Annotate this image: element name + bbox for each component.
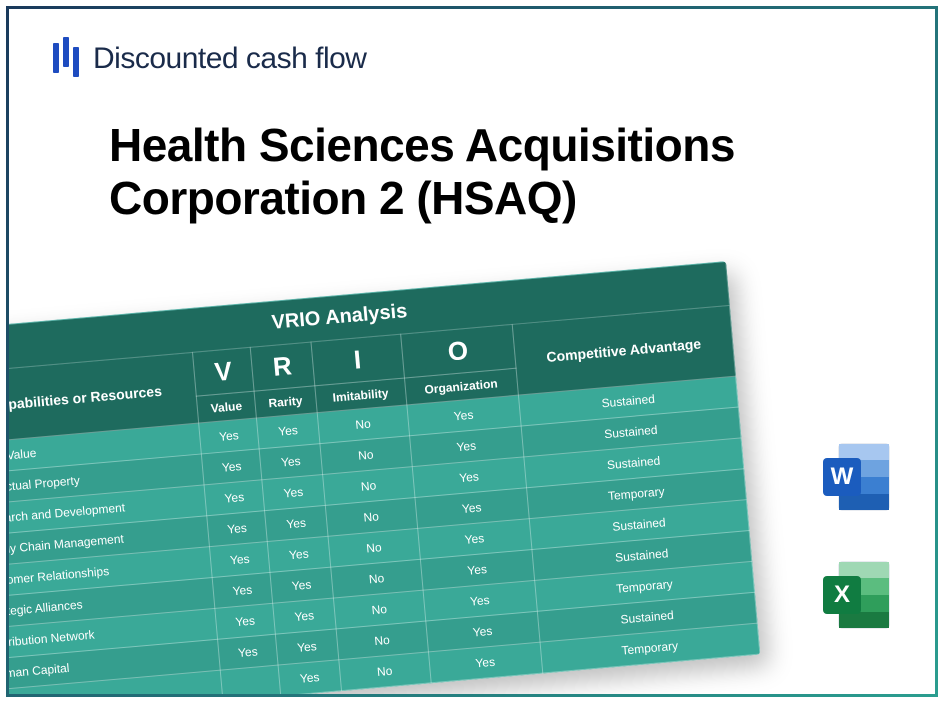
table-cell: Yes (212, 572, 272, 608)
word-icon: W (817, 438, 895, 516)
vrio-letter-i: I (311, 334, 404, 386)
brand: Discounted cash flow (49, 37, 366, 81)
table-cell: Yes (204, 480, 264, 516)
vrio-letter-r: R (250, 342, 315, 391)
table-cell (220, 665, 280, 697)
table-cell: Yes (199, 418, 259, 454)
svg-text:X: X (834, 581, 850, 608)
table-cell: No (339, 652, 431, 691)
table-cell: Yes (218, 634, 278, 670)
vrio-table-container: VRIO Analysis Capabilities or Resources … (6, 261, 760, 697)
excel-icon: X (817, 556, 895, 634)
vrio-letter-v: V (193, 347, 254, 396)
brand-name: Discounted cash flow (93, 42, 366, 76)
card-frame: Discounted cash flow Health Sciences Acq… (6, 6, 938, 697)
table-cell: Yes (278, 660, 342, 696)
vrio-table: VRIO Analysis Capabilities or Resources … (6, 261, 760, 697)
table-cell: Yes (207, 511, 267, 547)
svg-text:W: W (831, 463, 854, 490)
table-cell: Yes (210, 542, 270, 578)
table-cell: Yes (202, 449, 262, 485)
table-cell: Yes (215, 603, 275, 639)
brand-logo-icon (49, 37, 83, 81)
file-icons: W X (817, 438, 895, 634)
page-title: Health Sciences Acquisitions Corporation… (109, 119, 875, 225)
